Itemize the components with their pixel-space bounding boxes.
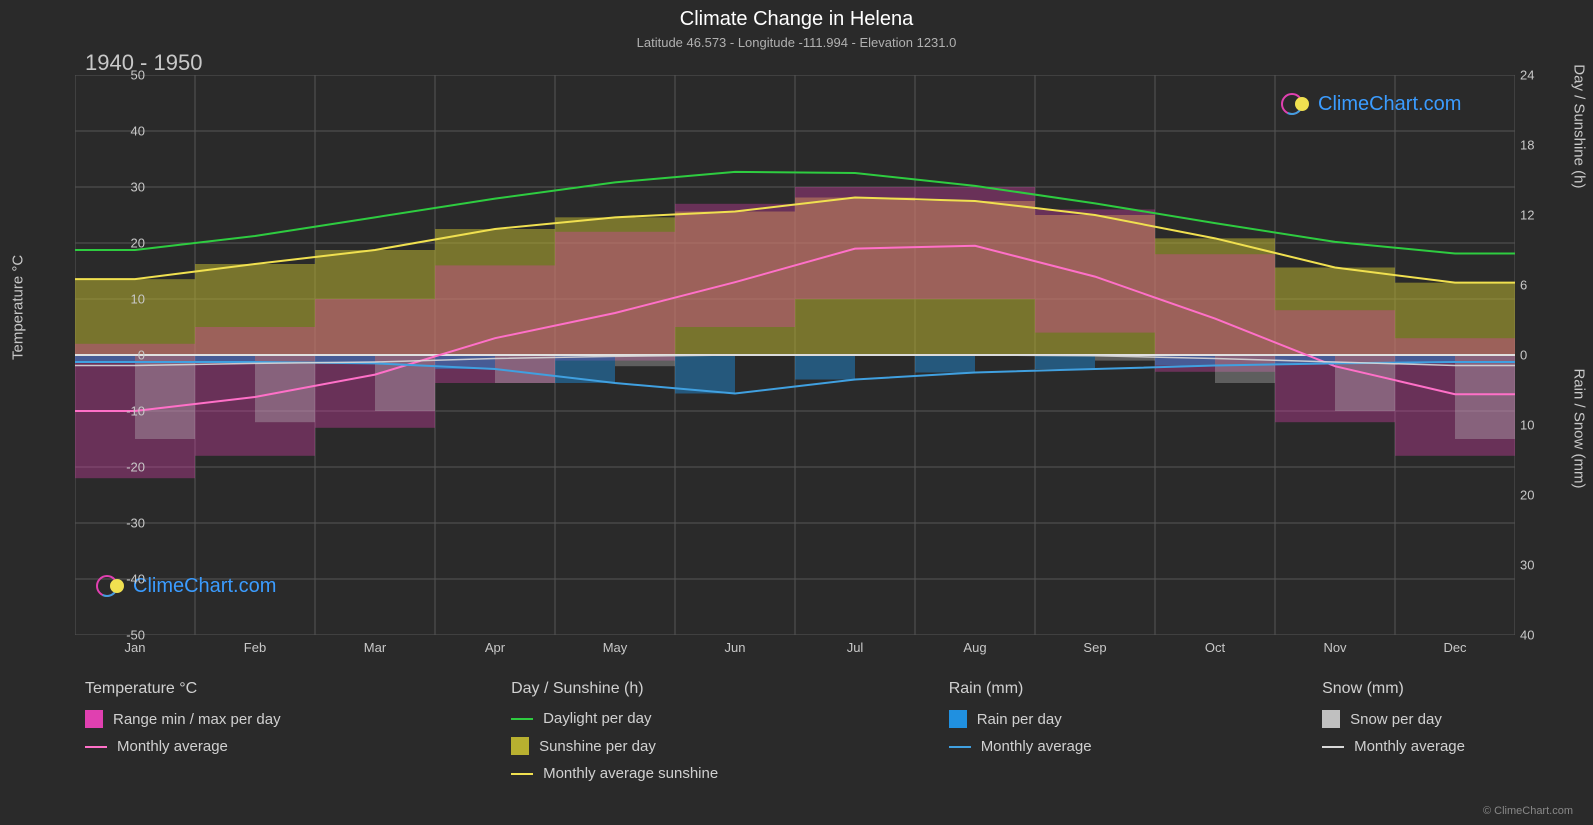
climechart-logo-icon [95,570,127,602]
legend-label: Monthly average [981,738,1092,755]
legend-label: Sunshine per day [539,738,656,755]
legend-label: Range min / max per day [113,711,281,728]
legend-label: Snow per day [1350,711,1442,728]
legend-header: Temperature °C [85,680,281,698]
chart-subtitle: Latitude 46.573 - Longitude -111.994 - E… [0,31,1593,50]
legend-item: Daylight per day [511,710,718,727]
legend-swatch [1322,710,1340,728]
chart-title: Climate Change in Helena [0,0,1593,31]
y-right-tick-hours: 18 [1520,138,1534,153]
x-tick-month: Apr [485,640,505,655]
legend-swatch [511,737,529,755]
x-tick-month: Dec [1443,640,1466,655]
climechart-logo-icon [1280,88,1312,120]
legend-label: Monthly average [117,738,228,755]
legend-group: Rain (mm) Rain per day Monthly average [949,680,1092,782]
legend-swatch [1322,746,1344,748]
legend-item: Sunshine per day [511,737,718,755]
legend-swatch [85,746,107,748]
legend-label: Daylight per day [543,710,651,727]
y-right-tick-mm: 10 [1520,418,1534,433]
y-left-tick: -20 [126,460,145,475]
legend-label: Monthly average sunshine [543,765,718,782]
legend-label: Monthly average [1354,738,1465,755]
legend-header: Rain (mm) [949,680,1092,698]
legend-header: Day / Sunshine (h) [511,680,718,698]
legend-swatch [85,710,103,728]
watermark-top: ClimeChart.com [1280,88,1461,120]
legend-group: Temperature °C Range min / max per day Mon… [85,680,281,782]
legend-item: Monthly average [85,738,281,755]
y-left-tick: 30 [131,180,145,195]
legend-item: Range min / max per day [85,710,281,728]
y-right-tick-mm: 20 [1520,488,1534,503]
copyright-text: © ClimeChart.com [1483,805,1573,817]
y-left-tick: 0 [138,348,145,363]
chart-legend: Temperature °C Range min / max per day Mon… [85,680,1525,782]
legend-item: Snow per day [1322,710,1465,728]
chart-svg [75,75,1515,635]
legend-item: Monthly average sunshine [511,765,718,782]
x-tick-month: Sep [1083,640,1106,655]
x-tick-month: Aug [963,640,986,655]
legend-item: Monthly average [949,738,1092,755]
y-right-tick-hours: 12 [1520,208,1534,223]
y-left-tick: -30 [126,516,145,531]
legend-item: Rain per day [949,710,1092,728]
y-right-axis-label-top: Day / Sunshine (h) [1571,64,1588,188]
chart-plot-area [75,75,1515,635]
legend-item: Monthly average [1322,738,1465,755]
y-left-tick: 20 [131,236,145,251]
watermark-text: ClimeChart.com [1318,93,1461,116]
y-left-tick: 40 [131,124,145,139]
y-left-tick: 10 [131,292,145,307]
x-tick-month: May [603,640,628,655]
legend-header: Snow (mm) [1322,680,1465,698]
legend-swatch [511,718,533,720]
x-tick-month: Mar [364,640,386,655]
x-tick-month: Jan [125,640,146,655]
y-right-tick-hours: 6 [1520,278,1527,293]
x-tick-month: Jun [725,640,746,655]
y-left-tick: -40 [126,572,145,587]
y-right-tick-mm: 40 [1520,628,1534,643]
x-tick-month: Jul [847,640,864,655]
y-left-axis-label: Temperature °C [10,255,27,360]
x-tick-month: Oct [1205,640,1225,655]
y-right-tick-hours: 0 [1520,348,1527,363]
y-left-tick: -10 [126,404,145,419]
legend-group: Day / Sunshine (h) Daylight per day Sunshi… [511,680,718,782]
legend-label: Rain per day [977,711,1062,728]
x-tick-month: Nov [1323,640,1346,655]
y-right-tick-mm: 30 [1520,558,1534,573]
legend-swatch [949,710,967,728]
legend-swatch [949,746,971,748]
watermark-bottom: ClimeChart.com [95,570,276,602]
watermark-text: ClimeChart.com [133,575,276,598]
y-right-axis-label-bottom: Rain / Snow (mm) [1571,368,1588,488]
legend-group: Snow (mm) Snow per day Monthly average [1322,680,1465,782]
y-left-tick: 50 [131,68,145,83]
y-right-tick-hours: 24 [1520,68,1534,83]
legend-swatch [511,773,533,775]
x-tick-month: Feb [244,640,266,655]
